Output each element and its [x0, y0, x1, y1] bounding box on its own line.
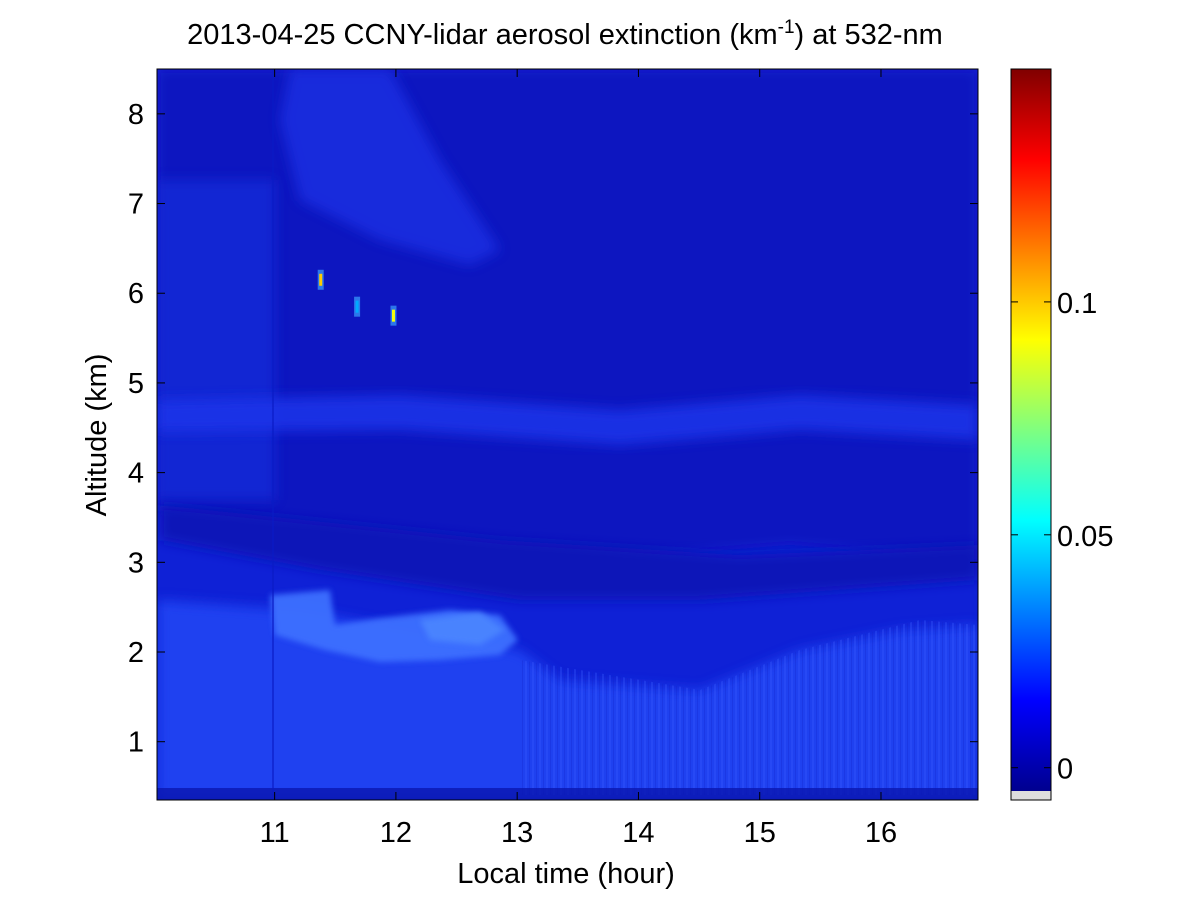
x-tick-label: 13 — [501, 817, 533, 849]
x-tick-label: 12 — [380, 817, 412, 849]
cloud-point — [355, 300, 359, 313]
y-tick-label: 1 — [128, 727, 144, 759]
dark-lower-trough — [160, 505, 978, 600]
cloud-point — [391, 309, 395, 322]
x-tick-label: 16 — [865, 817, 897, 849]
colorbar-tick-label: 0.1 — [1057, 288, 1097, 320]
colorbar-ticks: 0 0.05 0.1 — [1011, 288, 1113, 786]
elevated-aerosol-layer — [270, 590, 518, 662]
cloud-point — [319, 273, 323, 286]
y-tick-label: 6 — [128, 278, 144, 310]
x-tick-label: 14 — [622, 817, 654, 849]
plot-frame — [156, 68, 979, 801]
y-axis-ticks: 1 2 3 4 5 6 7 8 — [128, 99, 978, 759]
dark-upper-region — [157, 69, 978, 565]
y-tick-label: 3 — [128, 547, 144, 579]
chart-title: 2013-04-25 CCNY-lidar aerosol extinction… — [187, 17, 943, 51]
x-axis-ticks: 11 12 13 14 15 16 — [260, 69, 897, 849]
mid-level-band — [157, 395, 978, 445]
y-axis-label: Altitude (km) — [81, 354, 113, 517]
colorbar-gradient — [1011, 69, 1051, 791]
y-tick-label: 4 — [128, 458, 144, 490]
data-seam — [272, 69, 274, 800]
x-tick-label: 15 — [744, 817, 776, 849]
y-tick-label: 5 — [128, 368, 144, 400]
surface-strip — [157, 788, 978, 800]
colorbar-frame — [1010, 68, 1052, 801]
cloud-points — [317, 269, 397, 326]
y-tick-label: 7 — [128, 189, 144, 221]
y-tick-label: 2 — [128, 637, 144, 669]
x-tick-label: 11 — [260, 817, 290, 849]
boundary-layer-streaks — [520, 620, 978, 795]
left-edge-haze — [157, 180, 275, 500]
y-tick-label: 8 — [128, 99, 144, 131]
x-axis-label: Local time (hour) — [457, 858, 675, 890]
colorbar-tick-label: 0.05 — [1057, 521, 1113, 553]
colorbar: 0 0.05 0.1 — [1010, 68, 1113, 801]
upper-left-plume — [280, 69, 500, 265]
heatmap-plot — [157, 69, 978, 800]
elevated-aerosol-core — [420, 612, 505, 645]
colorbar-tick-label: 0 — [1057, 754, 1073, 786]
colorbar-below-range — [1011, 791, 1051, 800]
